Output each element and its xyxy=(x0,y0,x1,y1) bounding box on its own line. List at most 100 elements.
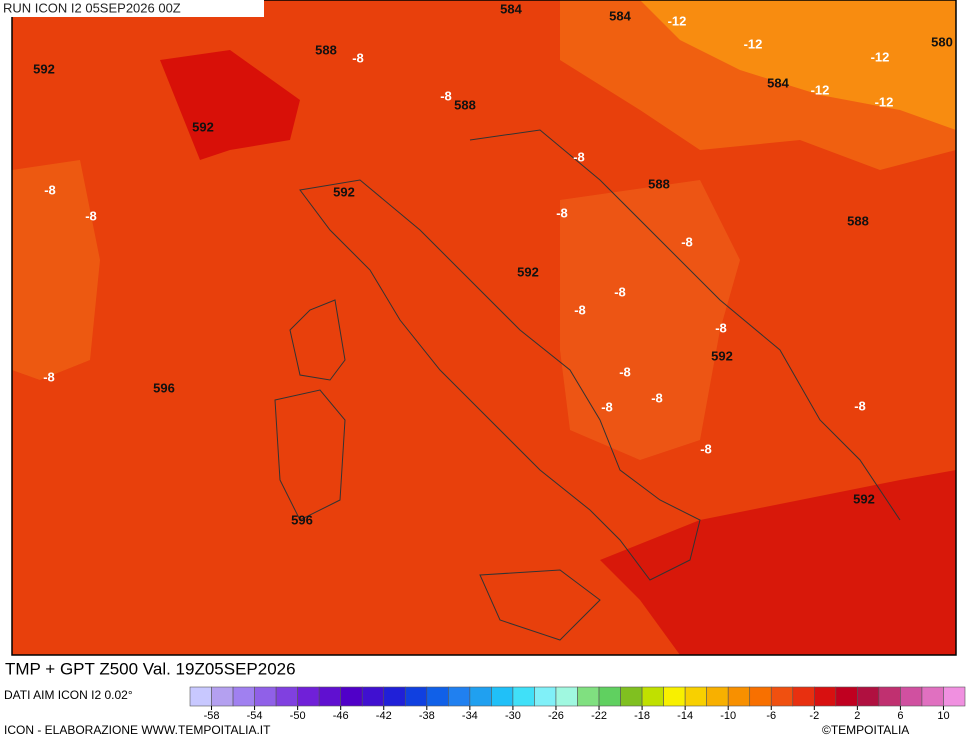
colorbar-swatch xyxy=(297,686,320,707)
colorbar-tick-label: -42 xyxy=(376,710,392,722)
colorbar-swatch xyxy=(361,686,385,707)
colorbar-swatch xyxy=(857,686,880,707)
geopotential-label: 592 xyxy=(192,119,214,134)
temperature-label: -8 xyxy=(854,398,866,413)
colorbar-tick-label: 10 xyxy=(937,710,949,722)
colorbar-swatch xyxy=(404,686,428,707)
credit-label: ICON - ELABORAZIONE WWW.TEMPOITALIA.IT xyxy=(4,723,271,737)
colorbar-swatch xyxy=(878,686,901,707)
geopotential-label: 592 xyxy=(517,264,539,279)
geopotential-label: 596 xyxy=(153,380,175,395)
geopotential-label: 584 xyxy=(767,75,789,90)
temperature-label: -12 xyxy=(668,13,687,28)
geopotential-label: 592 xyxy=(33,61,55,76)
geopotential-label: 588 xyxy=(454,97,476,112)
colorbar-swatch xyxy=(491,686,514,707)
colorbar-tick-label: -30 xyxy=(505,710,521,722)
colorbar-tick-label: -46 xyxy=(333,710,349,722)
map-title: TMP + GPT Z500 Val. 19Z05SEP2026 xyxy=(5,659,296,678)
geopotential-label: 592 xyxy=(711,348,733,363)
map-background xyxy=(11,0,957,656)
colorbar-tick-label: 2 xyxy=(854,710,860,722)
geopotential-label: 588 xyxy=(847,213,869,228)
temperature-label: -12 xyxy=(811,82,830,97)
colorbar-swatch xyxy=(749,686,772,707)
colorbar-tick-label: -38 xyxy=(419,710,435,722)
colorbar-swatch xyxy=(577,686,600,707)
geopotential-label: 580 xyxy=(931,34,953,49)
colorbar-swatch xyxy=(426,686,449,707)
temperature-label: -12 xyxy=(871,49,890,64)
temperature-label: -8 xyxy=(715,320,727,335)
colorbar-swatch xyxy=(814,686,837,707)
colorbar-swatch xyxy=(835,686,858,707)
colorbar-swatch xyxy=(340,686,363,707)
run-label: RUN ICON I2 05SEP2026 00Z xyxy=(3,0,181,15)
colorbar-swatch xyxy=(318,686,341,707)
colorbar-tick-label: -10 xyxy=(720,710,736,722)
colorbar-swatch xyxy=(663,686,686,707)
geopotential-label: 584 xyxy=(609,8,631,23)
source-label: DATI AIM ICON I2 0.02° xyxy=(4,688,133,702)
colorbar-tick-label: -54 xyxy=(247,710,263,722)
colorbar-swatch xyxy=(706,686,729,707)
temperature-label: -12 xyxy=(744,36,763,51)
geopotential-label: 588 xyxy=(648,176,670,191)
colorbar-tick-label: -26 xyxy=(548,710,564,722)
colorbar-swatch xyxy=(232,686,255,707)
colorbar-swatch xyxy=(275,686,298,707)
colorbar-tick-label: -58 xyxy=(204,710,220,722)
colorbar-tick-label: -14 xyxy=(677,710,693,722)
colorbar-swatch xyxy=(448,686,471,707)
geopotential-label: 596 xyxy=(291,512,313,527)
colorbar-swatch xyxy=(189,686,212,707)
colorbar-swatch xyxy=(900,686,923,707)
geopotential-label: 588 xyxy=(315,42,337,57)
temperature-label: -8 xyxy=(556,205,568,220)
colorbar-swatch xyxy=(943,686,966,707)
temperature-label: -8 xyxy=(601,399,613,414)
colorbar-swatch xyxy=(254,686,277,707)
temperature-label: -8 xyxy=(700,441,712,456)
colorbar-swatch xyxy=(383,686,406,707)
temperature-label: -8 xyxy=(651,390,663,405)
colorbar-swatch xyxy=(792,686,815,707)
colorbar-swatch xyxy=(770,686,794,707)
title-box xyxy=(0,657,413,683)
geopotential-label: 592 xyxy=(333,184,355,199)
colorbar-swatch xyxy=(620,686,643,707)
colorbar-tick-label: -34 xyxy=(462,710,478,722)
colorbar-swatch xyxy=(684,686,707,707)
colorbar-tick-label: -18 xyxy=(634,710,650,722)
colorbar-swatch xyxy=(727,686,751,707)
colorbar-swatch xyxy=(534,686,557,707)
colorbar-swatch xyxy=(512,686,535,707)
colorbar-tick-label: -50 xyxy=(290,710,306,722)
colorbar-swatch xyxy=(641,686,664,707)
temperature-label: -8 xyxy=(352,50,364,65)
colorbar-swatch xyxy=(211,686,234,707)
run-box xyxy=(0,0,264,17)
temperature-label: -8 xyxy=(573,149,585,164)
geopotential-label: 584 xyxy=(500,1,522,16)
colorbar-tick-label: -22 xyxy=(591,710,607,722)
temperature-label: -8 xyxy=(614,284,626,299)
temperature-label: -8 xyxy=(44,182,56,197)
temperature-label: -8 xyxy=(681,234,693,249)
colorbar-swatch xyxy=(598,686,621,707)
colorbar-tick-label: -6 xyxy=(766,710,776,722)
copyright-label: ©TEMPOITALIA xyxy=(822,723,909,737)
temperature-label: -8 xyxy=(619,364,631,379)
colorbar-swatch xyxy=(469,686,492,707)
temperature-label: -8 xyxy=(43,369,55,384)
geopotential-label: 592 xyxy=(853,491,875,506)
temperature-label: -8 xyxy=(574,302,586,317)
temperature-label: -8 xyxy=(85,208,97,223)
temperature-label: -8 xyxy=(440,88,452,103)
temperature-label: -12 xyxy=(875,94,894,109)
colorbar-swatch xyxy=(921,686,944,707)
colorbar-tick-label: -2 xyxy=(809,710,819,722)
colorbar-swatch xyxy=(555,686,578,707)
